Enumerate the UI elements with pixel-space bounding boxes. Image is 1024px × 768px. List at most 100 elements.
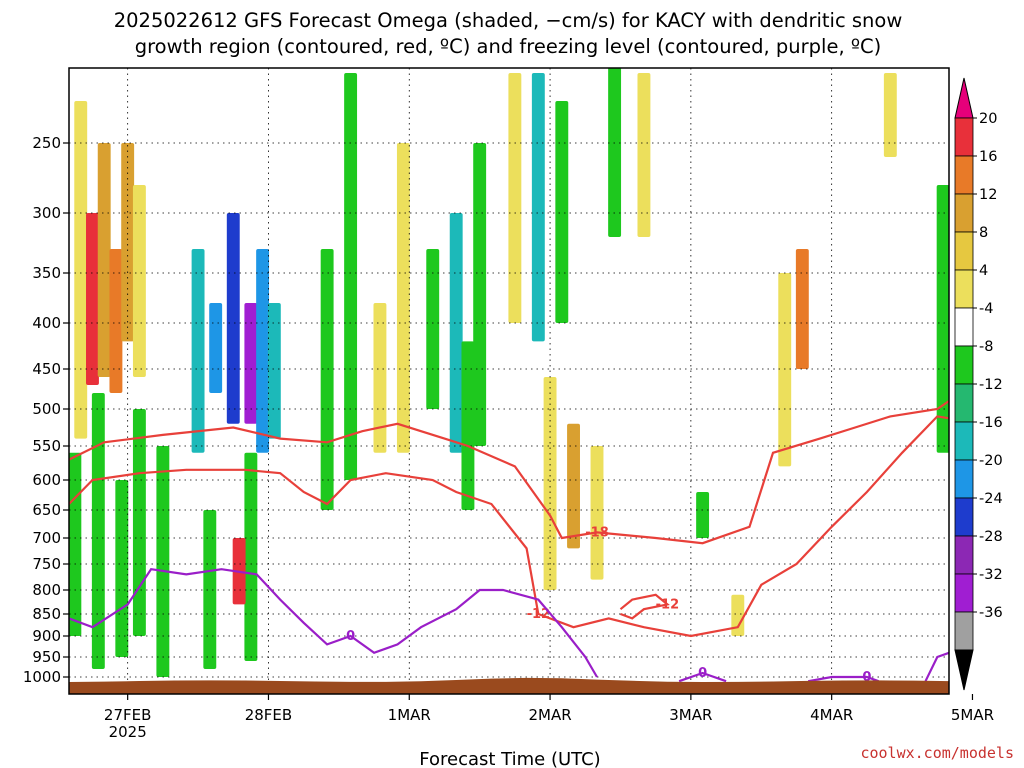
omega-cell (936, 185, 949, 453)
omega-cell (156, 446, 170, 677)
omega-cell (244, 452, 258, 661)
y-tick-label: 550 (32, 437, 61, 455)
omega-cell (1019, 73, 1024, 143)
omega-cell (97, 143, 111, 377)
omega-cell (543, 377, 557, 590)
omega-cell (396, 143, 410, 453)
colorbar-label: -12 (979, 377, 1003, 393)
colorbar-box (954, 573, 974, 613)
y-tick-label: 750 (32, 555, 61, 573)
freezing-contour-label: 0 (862, 670, 871, 685)
credit-link[interactable]: coolwx.com/models (860, 744, 1014, 762)
omega-cell (320, 249, 334, 510)
omega-cell (244, 303, 258, 424)
colorbar-box (954, 193, 974, 233)
colorbar-label: -36 (979, 605, 1003, 621)
y-tick-label: 850 (32, 605, 61, 623)
freezing-contour-line (69, 568, 598, 678)
omega-cell (731, 594, 745, 636)
x-tick-label: 1MAR (388, 706, 431, 724)
freezing-contour-label: 0 (346, 629, 355, 644)
x-axis-label: Forecast Time (UTC) (419, 749, 600, 768)
y-tick-label: 950 (32, 648, 61, 666)
colorbar-box (954, 497, 974, 537)
x-tick-label: 4MAR (810, 706, 853, 724)
y-tick-label: 300 (32, 204, 61, 222)
omega-cell (508, 73, 522, 323)
freezing-contour-line (678, 671, 727, 683)
omega-cell (121, 143, 135, 342)
y-tick-label: 700 (32, 529, 61, 547)
dendritic-contours: -18 -12 -12 (69, 399, 949, 638)
omega-cell (109, 249, 123, 393)
omega-cell (555, 101, 569, 323)
colorbar-bottom-arrow (954, 649, 974, 691)
omega-cell (778, 273, 792, 467)
colorbar-box (954, 535, 974, 575)
omega-cell (91, 393, 105, 669)
omega-cell (449, 213, 463, 453)
omega-cell (590, 446, 604, 580)
omega-cell (795, 249, 809, 369)
colorbar-top-arrow (954, 77, 974, 119)
y-tick-label: 250 (32, 134, 61, 152)
y-tick-label: 500 (32, 400, 61, 418)
colorbar-box (954, 269, 974, 309)
dendritic-contour-label: -12 (527, 607, 551, 622)
omega-cell (209, 303, 223, 393)
x-tick-label: 2MAR (528, 706, 571, 724)
y-tick-label: 800 (32, 581, 61, 599)
colorbar-box (954, 421, 974, 461)
colorbar-box (954, 231, 974, 271)
omega-cell (637, 73, 651, 237)
plot-area: -18 -12 -12 0 0 0 0 (69, 68, 1024, 694)
omega-cell (567, 423, 580, 549)
x-tick-label: 27FEB (104, 706, 151, 724)
omega-cell (115, 480, 129, 657)
omega-cell (531, 73, 545, 342)
omega-cell (426, 249, 440, 409)
freezing-contour-label: 0 (1003, 573, 1012, 588)
terrain-ground (69, 677, 949, 694)
x-tick-label: 28FEB (245, 706, 292, 724)
omega-shading (69, 68, 1024, 677)
dendritic-contour-line (619, 593, 670, 620)
colorbar-label: 20 (979, 111, 997, 127)
omega-cell (344, 73, 358, 480)
y-tick-label: 900 (32, 627, 61, 645)
colorbar-label: -32 (979, 567, 1003, 583)
dendritic-contour-label: -18 (585, 525, 609, 540)
omega-cell (74, 101, 88, 439)
dendritic-contour-label: -12 (656, 597, 680, 612)
x-tick-label: 3MAR (669, 706, 712, 724)
omega-cell (461, 341, 475, 510)
x-axis: 27FEB202528FEB1MAR2MAR3MAR4MAR5MAR6MAR (104, 694, 994, 741)
colorbar-label: 8 (979, 225, 988, 241)
dendritic-contour-line (69, 399, 949, 545)
colorbar-label: -24 (979, 491, 1003, 507)
colorbar-label: 12 (979, 187, 997, 203)
colorbar-label: 16 (979, 149, 997, 165)
y-tick-label: 400 (32, 314, 61, 332)
y-tick-label: 1000 (23, 668, 61, 686)
omega-cell (883, 73, 897, 157)
omega-cell (86, 213, 99, 385)
colorbar-box (954, 345, 974, 385)
freezing-contour-label: 0 (698, 666, 707, 681)
colorbar: 20 16 12 8 4 -4 -8 -12 -16 -20 -24 -28 -32 -36 (954, 77, 1003, 691)
y-axis: 250 300 350 400 450 500 550 600 650 700 750 800 850 9… (23, 134, 69, 686)
x-tick-sublabel: 2025 (109, 723, 147, 741)
chart-title-line2: growth region (contoured, red, ºC) and f… (135, 35, 882, 58)
dendritic-contour-line (69, 415, 949, 638)
colorbar-label: -16 (979, 415, 1003, 431)
omega-cell (203, 510, 217, 669)
omega-cell (373, 303, 387, 453)
omega-cell (226, 213, 240, 424)
colorbar-box (954, 459, 974, 499)
colorbar-box (954, 155, 974, 195)
omega-cell (696, 492, 710, 538)
colorbar-box (954, 307, 974, 347)
plot-frame (68, 67, 950, 695)
colorbar-box (954, 611, 974, 651)
